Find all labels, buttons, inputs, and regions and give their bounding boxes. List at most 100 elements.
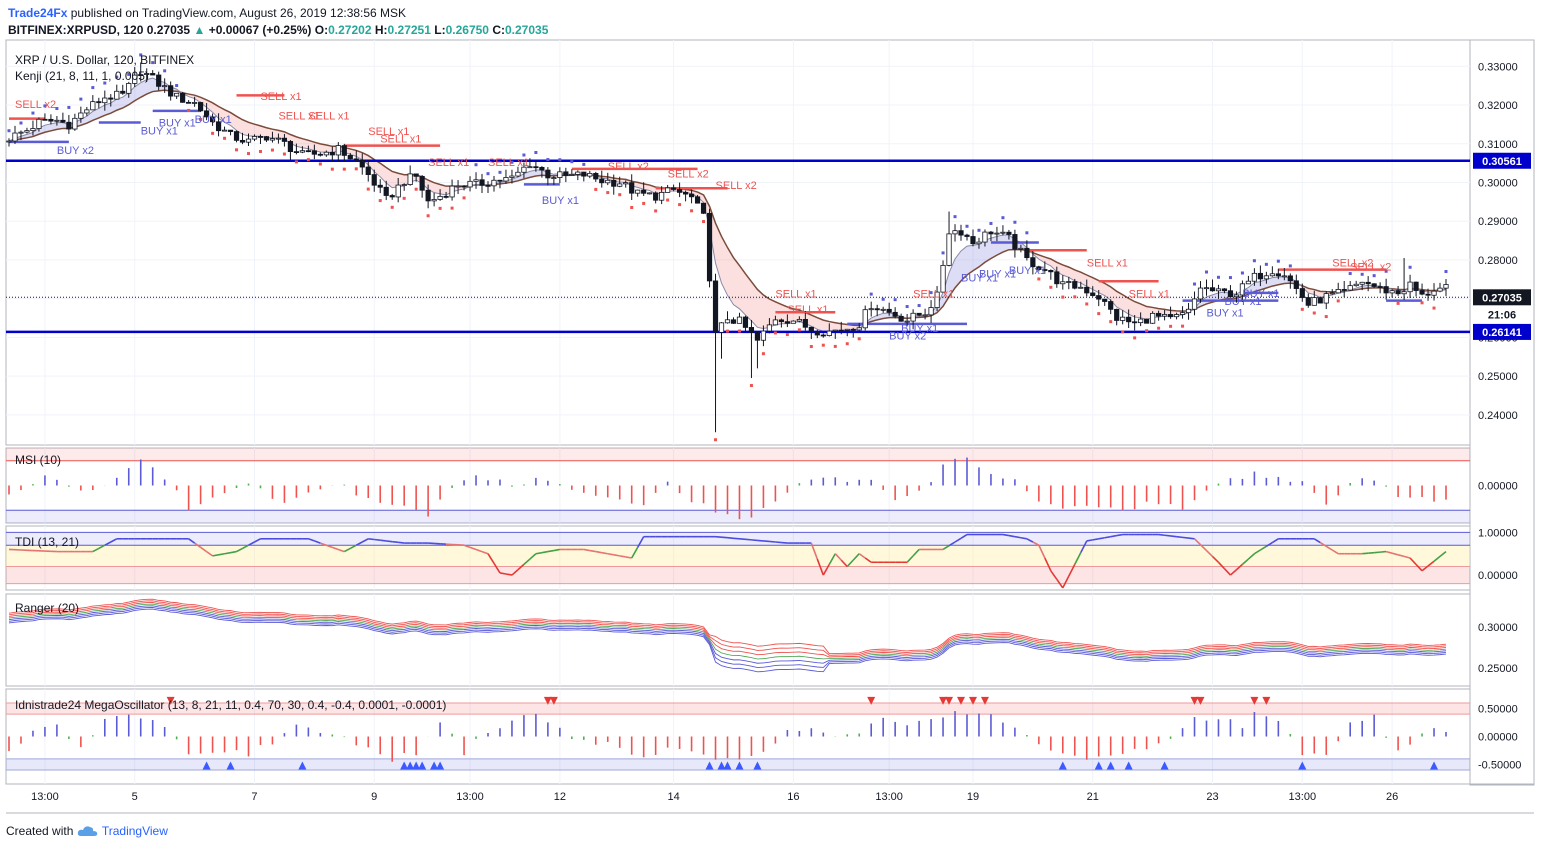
sell-dot xyxy=(462,196,466,200)
tdi-line xyxy=(368,538,375,541)
sell-signal-triangle-icon xyxy=(968,696,977,705)
candle-body xyxy=(1191,298,1198,310)
candle-body xyxy=(994,232,1000,235)
candle-body xyxy=(1311,297,1317,306)
kenji-ribbon xyxy=(1260,279,1267,290)
candle-body xyxy=(892,311,898,317)
sell-label: SELL x1 xyxy=(380,134,421,146)
y-tick-label: 0.29000 xyxy=(1478,216,1518,228)
tdi-line xyxy=(1368,551,1375,554)
candle-body xyxy=(1299,288,1305,298)
candle-body xyxy=(431,199,437,202)
tdi-line xyxy=(595,550,602,554)
tdi-line xyxy=(236,547,243,553)
candle-body xyxy=(760,330,767,341)
kenji-ribbon xyxy=(314,142,321,153)
candle-body xyxy=(898,315,904,322)
tdi-line xyxy=(1164,534,1171,537)
candle-body xyxy=(671,187,677,190)
candle-body xyxy=(383,186,389,196)
kenji-ribbon xyxy=(50,122,57,131)
tdi-line xyxy=(852,553,860,561)
change-arrow-icon: ▲ xyxy=(193,23,206,37)
kenji-ribbon xyxy=(727,247,734,305)
tdi-line xyxy=(248,541,255,546)
symbol-text: BITFINEX:XRPUSD, 120 xyxy=(8,23,144,37)
candle-body xyxy=(186,101,192,104)
tdi-line xyxy=(864,557,872,563)
tdi-line xyxy=(954,537,962,543)
candle-body xyxy=(1245,280,1252,285)
kenji-ribbon xyxy=(811,315,818,330)
tdi-line xyxy=(1253,549,1261,555)
candle-body xyxy=(581,171,587,177)
tdi-line xyxy=(715,535,722,538)
buy-dot xyxy=(31,111,35,115)
buy-dot xyxy=(1025,231,1029,235)
candle-body xyxy=(790,320,796,324)
sell-label: SELL x1 xyxy=(775,289,816,301)
candle-body xyxy=(886,308,892,313)
tdi-line xyxy=(1098,536,1105,540)
buy-label: BUY x1 xyxy=(195,114,232,126)
candle-body xyxy=(904,320,910,323)
sell-dot xyxy=(630,205,634,209)
kenji-ribbon xyxy=(140,79,147,98)
sell-dot xyxy=(1396,301,1400,305)
sell-dot xyxy=(1420,301,1424,305)
tdi-line xyxy=(1086,539,1093,542)
candle-body xyxy=(1120,316,1126,321)
tdi-line xyxy=(775,541,782,544)
tdi-line xyxy=(1385,550,1393,554)
candle-body xyxy=(611,179,617,187)
candle-body xyxy=(1042,269,1048,271)
candle-body xyxy=(682,192,689,195)
tdi-line xyxy=(1014,535,1022,539)
kenji-ribbon xyxy=(1128,298,1135,317)
kenji-ribbon xyxy=(392,171,399,188)
candle-body xyxy=(1317,297,1323,304)
sell-dot xyxy=(402,196,406,200)
candle-body xyxy=(102,97,108,104)
kenji-ribbon xyxy=(212,102,219,119)
candle-body xyxy=(239,139,246,143)
tdi-line xyxy=(1421,565,1429,572)
kenji-ribbon xyxy=(883,312,890,319)
candle-body xyxy=(1377,286,1383,288)
high-value: 0.27251 xyxy=(387,23,431,37)
tdi-line xyxy=(1158,533,1165,537)
candle-body xyxy=(808,326,814,333)
sell-dot xyxy=(606,191,610,195)
candle-body xyxy=(1126,316,1132,323)
tdi-line xyxy=(200,546,208,553)
candle-body xyxy=(832,329,838,332)
tradingview-logo[interactable]: TradingView xyxy=(101,824,168,838)
buy-dot xyxy=(522,153,526,157)
y-tick-label: 0.31000 xyxy=(1478,139,1518,151)
candle-body xyxy=(281,137,288,142)
sell-label: SELL x1 xyxy=(368,126,409,138)
candle-body xyxy=(1024,247,1030,259)
tdi-line xyxy=(92,547,100,553)
buy-dot xyxy=(7,129,11,133)
sell-dot xyxy=(438,206,442,210)
candle-body xyxy=(467,180,473,188)
tdi-line xyxy=(840,559,848,568)
candle-body xyxy=(1054,271,1060,285)
tdi-line xyxy=(1038,544,1046,559)
author-link[interactable]: Trade24Fx xyxy=(8,6,68,20)
sell-label: SELL x1 xyxy=(260,91,301,103)
candle-body xyxy=(778,319,784,323)
kenji-ribbon xyxy=(266,127,273,138)
tdi-line xyxy=(1374,551,1381,554)
tdi-line xyxy=(1074,552,1082,565)
tdi-line xyxy=(810,542,819,560)
sell-signal-triangle-icon xyxy=(939,696,948,705)
buy-dot xyxy=(474,163,478,167)
tradingview-cloud-icon xyxy=(77,826,97,836)
candle-body xyxy=(940,264,946,293)
candle-body xyxy=(114,90,120,100)
mega-upper-band xyxy=(6,702,1470,715)
buy-dot xyxy=(1360,272,1364,276)
